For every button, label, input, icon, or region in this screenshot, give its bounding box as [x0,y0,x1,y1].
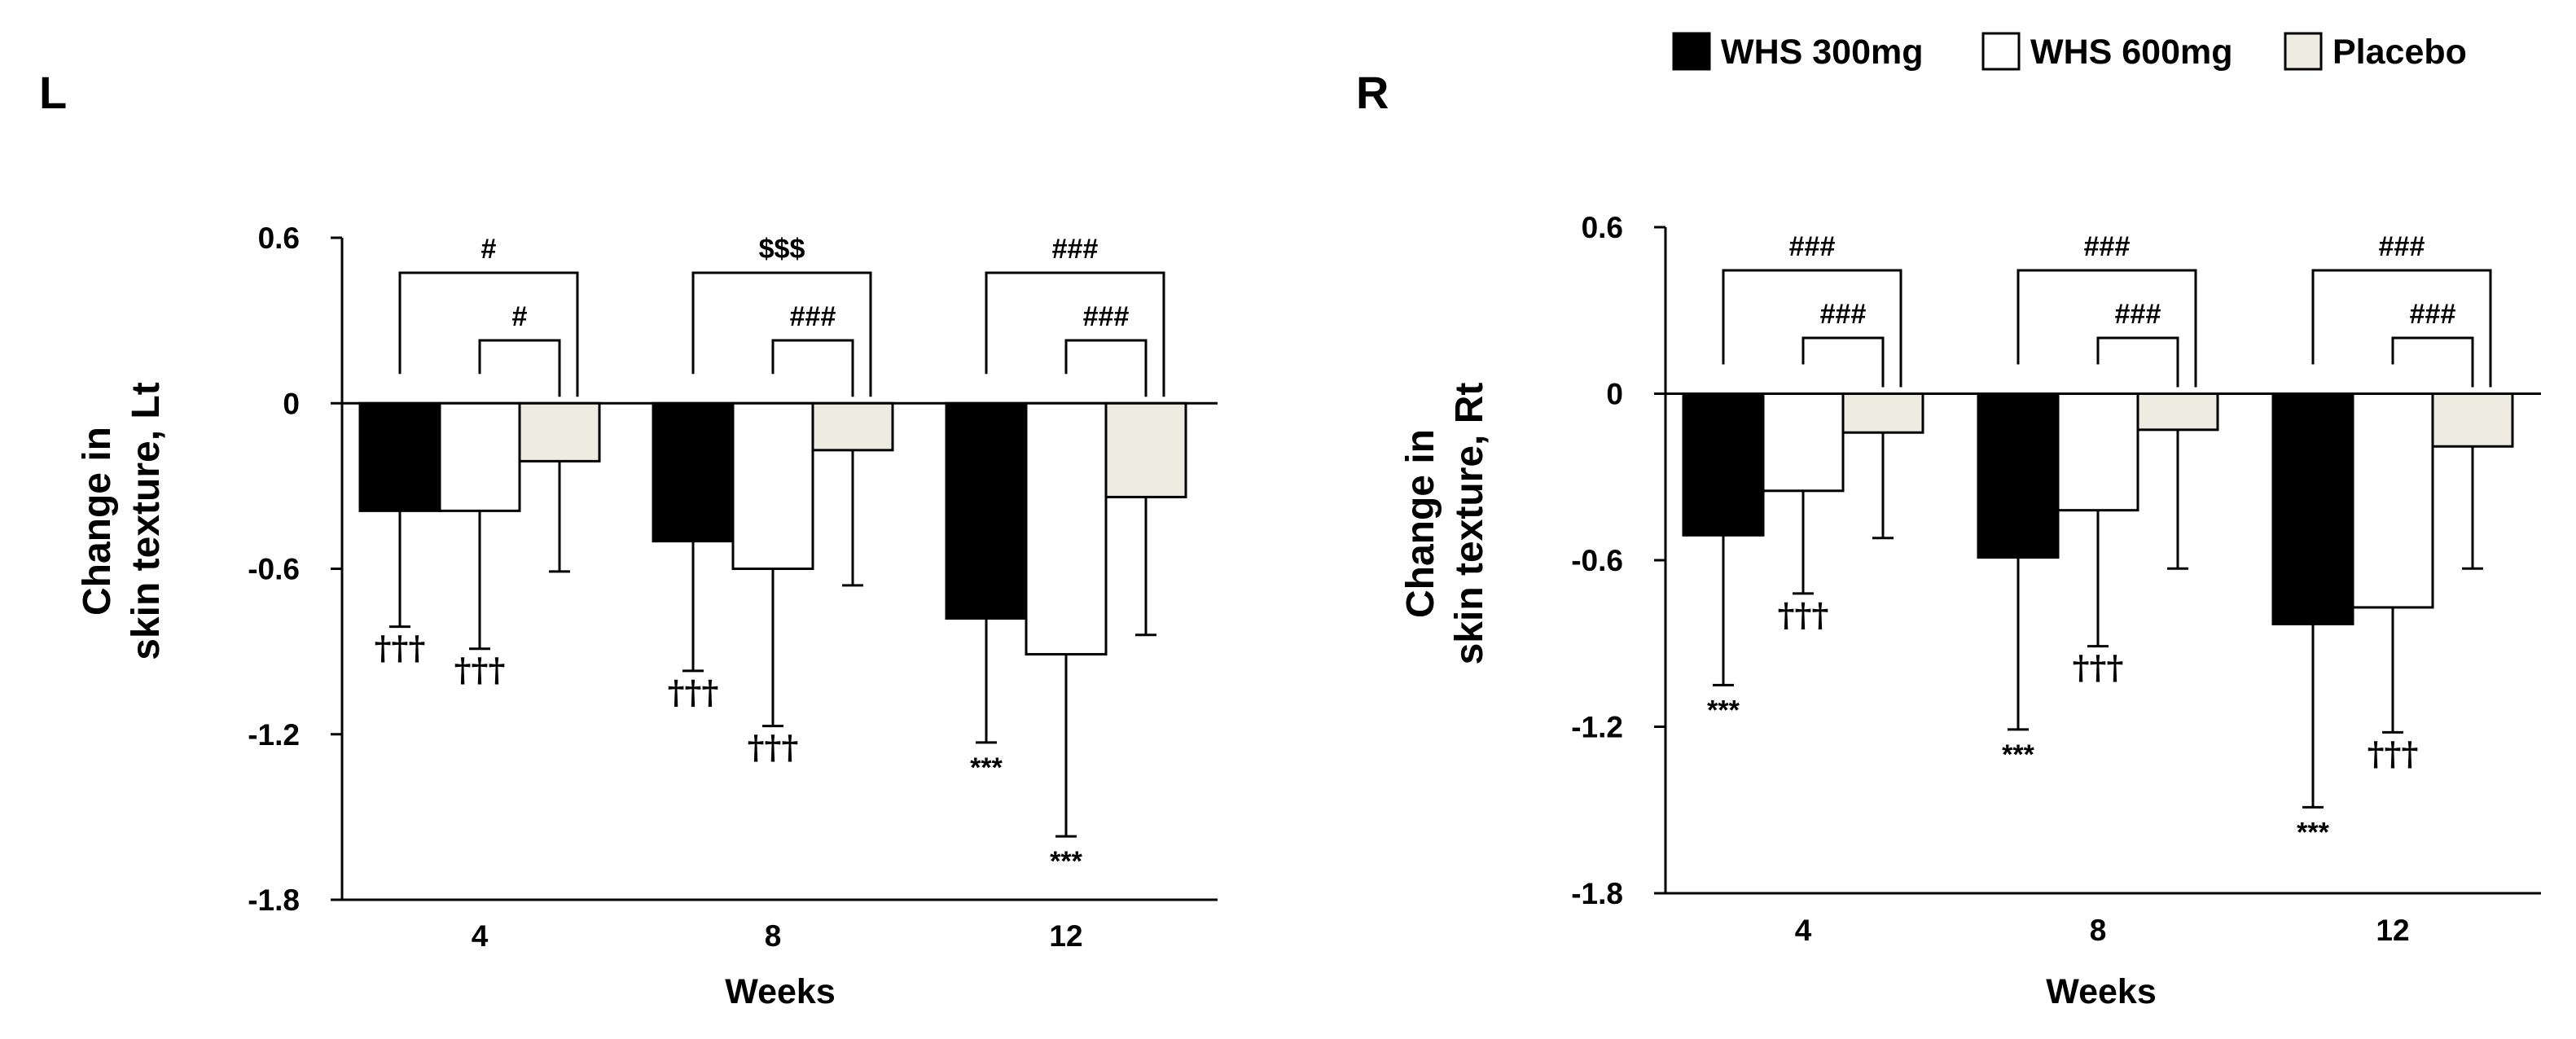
panel-l-sig-label-0-0: ††† [375,629,426,668]
panel-l-bracket-outer-0 [398,271,579,397]
panel-r-bracket-outer-2 [2311,269,2492,388]
panel-r-bar-2-2 [2431,392,2514,448]
panel-l-xtick-label-1: 8 [765,919,782,953]
panel-l-bracket-outer-label-0: # [481,234,497,265]
panel-l-bracket-inner-1 [771,339,854,397]
panel-r-bracket-outer-1 [2016,269,2197,388]
panel-r-xtick-label-2: 12 [2376,914,2409,947]
legend-swatch-1 [1981,32,2021,71]
panel-l-sig-label-0-2: *** [970,752,1003,783]
panel-r-bar-2-0 [1841,392,1924,434]
panel-r-bracket-inner-2 [2391,336,2474,388]
legend-label-0: WHS 300mg [1721,33,1924,72]
panel-l-bracket-inner-label-0: # [512,301,528,332]
panel-l-ylabel-line-1: skin texture, Lt [125,382,168,660]
panel-r-bracket-outer-label-2: ### [2379,231,2425,262]
panel-l-bracket-inner-2 [1064,339,1148,397]
panel-l-bracket-outer-label-2: ### [1052,234,1099,265]
panel-r-ytick-label-1: 0 [1606,378,1623,411]
panel-l-ylabel-line-0: Change in [76,427,119,616]
panel-l-xtick-label-0: 4 [472,919,489,953]
panel-r-bar-0-0 [1682,392,1765,537]
panel-r-ytick-label-4: -1.8 [1571,877,1623,910]
panel-r-bracket-outer-label-0: ### [1789,231,1836,262]
panel-l-ytick-label-1: 0 [283,387,300,420]
panel-l-sig-label-1-2: *** [1050,846,1082,877]
panel-r-bracket-inner-1 [2096,336,2179,388]
panel-r-bracket-outer-0 [1722,269,1902,388]
panel-l-bar-0-0 [358,401,441,512]
panel-l-xtick-label-2: 12 [1049,919,1082,953]
panel-l-bracket-outer-label-1: $$$ [759,234,805,265]
panel-l-letter: L [39,67,67,118]
legend-swatch-2 [2284,32,2323,71]
panel-l-sig-label-0-1: ††† [668,673,719,712]
panel-r-ylabel-line-1: skin texture, Rt [1448,383,1491,665]
panel-l-ylabel: Change in skin texture, Lt [76,382,168,660]
panel-r-ylabel: Change in skin texture, Rt [1399,383,1491,665]
legend: WHS 300mg WHS 600mg Placebo [1672,32,2467,72]
panel-r-sig-label-1-1: ††† [2073,649,2124,687]
panel-l-bar-2-0 [518,401,601,463]
panel-r-bar-1-0 [1762,392,1845,493]
panel-r-ytick-label-0: 0.6 [1582,211,1623,244]
panel-l-bracket-outer-2 [985,271,1165,397]
panel-r-bar-1-2 [2351,392,2434,609]
panel-l-bar-2-1 [811,401,894,452]
panel-r-sig-label-0-1: *** [2002,739,2034,770]
panel-r-xtick-label-0: 4 [1795,914,1812,947]
panel-l-bar-1-0 [438,401,521,512]
panel-r-bracket-inner-0 [1801,336,1885,388]
panel-l-bracket-inner-label-1: ### [790,301,836,332]
panel-r-ylabel-line-0: Change in [1399,429,1442,618]
panel-l-bracket-outer-1 [691,271,872,397]
panel-r-bar-0-2 [2271,392,2354,625]
legend-label-2: Placebo [2332,33,2467,72]
panel-l-bar-1-2 [1025,401,1108,656]
panel-r-bar-0-1 [1977,392,2060,559]
panel-r-xlabel: Weeks [2046,972,2156,1011]
panel-l-ytick-label-4: -1.8 [248,883,300,917]
panel-r-bracket-outer-label-1: ### [2084,231,2131,262]
panel-r-xtick-label-1: 8 [2090,914,2107,947]
panel-r-sig-label-0-2: *** [2297,817,2329,848]
panel-r-letter: R [1356,67,1389,118]
panel-l-bracket-inner-label-2: ### [1083,301,1130,332]
panel-r-bracket-inner-label-1: ### [2115,299,2161,330]
legend-label-1: WHS 600mg [2030,33,2233,72]
panel-l-ytick-label-3: -1.2 [248,718,300,752]
panel-l-bracket-inner-0 [478,339,561,397]
panel-l-bar-0-2 [945,401,1028,620]
panel-r-sig-label-0-0: *** [1707,695,1740,726]
panel-l-bar-1-1 [731,401,814,570]
panel-l-xlabel: Weeks [725,972,835,1011]
panel-r-bar-1-1 [2056,392,2139,512]
panel-l-ytick-label-2: -0.6 [248,553,300,586]
panel-l-sig-label-1-0: ††† [454,651,506,690]
panel-r-ytick-label-2: -0.6 [1571,544,1623,577]
panel-r-sig-label-1-2: ††† [2368,734,2419,773]
chart-panel-left: L 0.6 0 -0.6 -1.2 -1.8 Change in skin texture, … [39,67,1218,1011]
panel-r-sig-label-1-0: ††† [1778,596,1829,634]
panel-l-ytick-label-0: 0.6 [258,221,300,255]
panel-l-bar-2-2 [1104,401,1187,498]
panel-r-bar-2-1 [2136,392,2219,432]
chart-panel-right: R 0.6 0 -0.6 -1.2 -1.8 Change in skin texture, … [1356,67,2541,1011]
panel-l-bar-0-1 [652,401,735,543]
panel-l-sig-label-1-1: ††† [748,729,799,767]
panel-r-bracket-inner-label-2: ### [2410,299,2456,330]
panel-r-bracket-inner-label-0: ### [1820,299,1867,330]
panel-r-ytick-label-3: -1.2 [1571,711,1623,744]
legend-swatch-0 [1672,32,1711,71]
